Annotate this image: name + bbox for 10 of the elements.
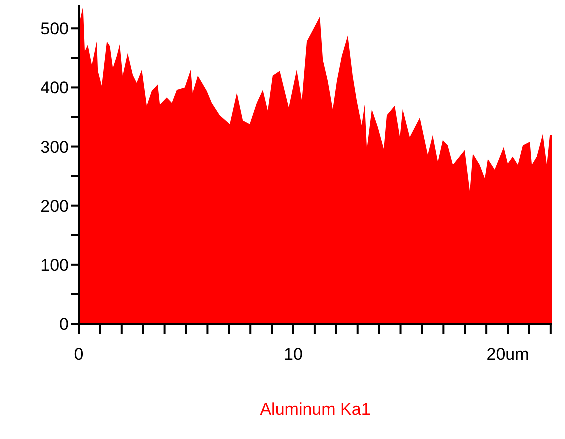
x-axis-title: Aluminum Ka1 xyxy=(260,400,371,419)
y-tick-label: 300 xyxy=(40,138,69,157)
y-tick-label: 400 xyxy=(40,78,69,98)
y-tick-label: 100 xyxy=(40,256,69,275)
y-tick-label: 0 xyxy=(60,315,69,334)
y-tick-label: 200 xyxy=(40,196,69,216)
x-tick-label: 20um xyxy=(486,345,530,364)
x-tick-label: 10 xyxy=(284,345,303,364)
x-tick-label: 0 xyxy=(74,345,84,364)
y-tick-label: 500 xyxy=(40,20,69,39)
